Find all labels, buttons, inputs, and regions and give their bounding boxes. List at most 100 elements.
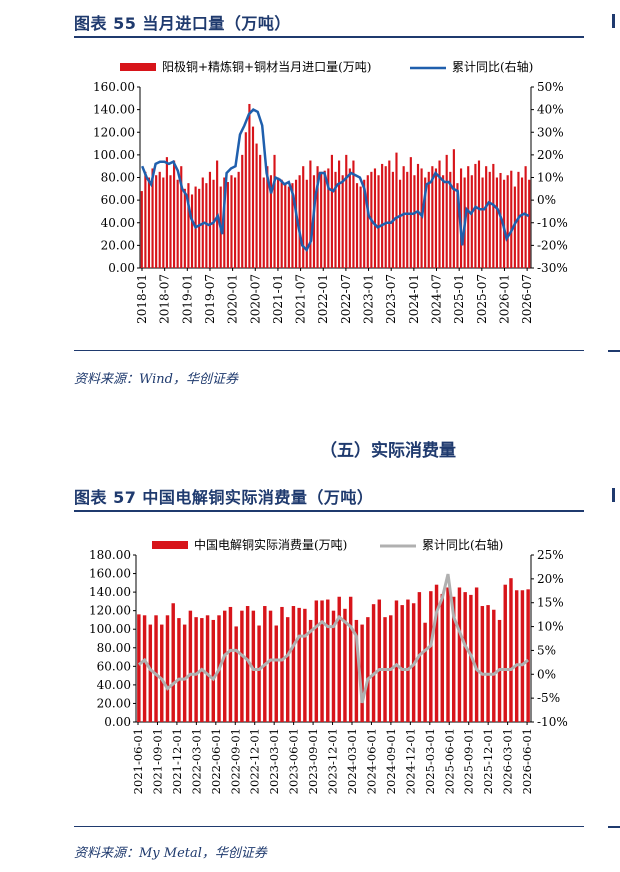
bar xyxy=(331,610,336,722)
y-tick-label-left: 0.00 xyxy=(104,715,131,729)
y-tick-label-left: 100.00 xyxy=(93,148,135,162)
x-tick-label: 2021-01 xyxy=(271,274,285,324)
bar xyxy=(291,183,294,268)
bar xyxy=(244,132,247,268)
bar xyxy=(285,617,290,722)
bar xyxy=(495,177,498,268)
bar xyxy=(434,584,439,722)
bar xyxy=(160,624,164,722)
bar xyxy=(354,619,359,722)
y-tick-label-left: 180.00 xyxy=(89,548,131,562)
y-tick-label-right: 15% xyxy=(537,596,564,610)
bar xyxy=(266,166,269,268)
bar xyxy=(155,175,158,268)
bar xyxy=(316,166,319,268)
bar xyxy=(228,606,233,722)
y-tick-label-right: -30% xyxy=(537,261,568,275)
bar xyxy=(173,160,176,268)
bar xyxy=(348,168,351,268)
bar xyxy=(514,590,519,722)
x-tick-label: 2021-07 xyxy=(294,274,308,324)
bar xyxy=(308,619,313,722)
bar xyxy=(337,596,341,722)
bar xyxy=(194,617,198,722)
x-tick-label: 2023-07 xyxy=(384,274,398,324)
bar xyxy=(406,171,409,268)
y-tick-label-right: 20% xyxy=(537,572,564,586)
bar xyxy=(400,605,404,722)
bar xyxy=(205,183,208,268)
legend-bar-label: 中国电解铜实际消费量(万吨) xyxy=(194,537,347,552)
bar xyxy=(284,183,287,268)
bar xyxy=(259,154,262,268)
bar xyxy=(169,175,172,268)
y-tick-label-left: 20.00 xyxy=(97,696,131,710)
figure-57-top-rule xyxy=(74,510,584,512)
bar xyxy=(320,171,323,268)
bar xyxy=(237,171,240,268)
x-tick-label: 2024-07 xyxy=(430,274,444,324)
figure-57-bottom-rule xyxy=(74,826,584,827)
bar xyxy=(470,175,473,268)
x-tick-label: 2020-07 xyxy=(248,274,262,324)
bar xyxy=(177,618,181,722)
y-tick-label-right: -20% xyxy=(537,238,568,252)
x-tick-label: 2022-09-01 xyxy=(228,728,242,794)
bar xyxy=(366,617,370,722)
bar xyxy=(223,177,226,268)
bar xyxy=(513,186,516,268)
bar xyxy=(190,194,194,268)
bar xyxy=(148,624,153,722)
bar xyxy=(395,152,398,268)
bar xyxy=(388,160,391,268)
bar xyxy=(182,624,187,722)
y-tick-label-right: 5% xyxy=(537,643,556,657)
bar xyxy=(338,160,341,268)
bar xyxy=(343,608,347,722)
bar xyxy=(384,166,387,268)
x-tick-label: 2021-12-01 xyxy=(170,728,184,794)
bar xyxy=(142,615,147,722)
y-tick-label-right: 10% xyxy=(537,171,564,185)
figure-57-title: 图表 57 中国电解铜实际消费量（万吨） xyxy=(74,488,374,507)
bar xyxy=(187,183,190,268)
bar xyxy=(488,171,491,268)
x-tick-label: 2023-12-01 xyxy=(326,728,340,794)
bar xyxy=(474,163,477,268)
y-tick-label-right: 20% xyxy=(537,148,564,162)
next-column-edge-mark xyxy=(612,488,615,502)
bar xyxy=(467,166,470,268)
bar xyxy=(406,599,410,722)
y-tick-label-right: -10% xyxy=(537,216,568,230)
bar xyxy=(429,591,433,722)
bar xyxy=(165,615,170,722)
x-tick-label: 2023-06-01 xyxy=(287,728,301,794)
x-tick-label: 2026-07 xyxy=(520,274,534,324)
bar xyxy=(352,160,355,268)
import-volume-chart: 0.00 20.00 40.00 60.00 80.00 100.00 120.00 140.… xyxy=(93,59,568,324)
x-tick-label: 2019-01 xyxy=(180,274,194,324)
bar xyxy=(223,610,227,722)
y-tick-label-right: 10% xyxy=(537,620,564,634)
x-tick-label: 2019-07 xyxy=(203,274,217,324)
bar xyxy=(438,160,441,268)
y-tick-label-left: 160.00 xyxy=(89,567,131,581)
bar xyxy=(510,170,513,268)
y-tick-label-left: 40.00 xyxy=(97,678,131,692)
bar xyxy=(248,103,251,268)
legend-line-label: 累计同比(右轴) xyxy=(422,537,503,552)
y-tick-label-right: 30% xyxy=(537,125,564,139)
bar xyxy=(287,186,290,268)
bar xyxy=(262,177,265,268)
bar xyxy=(147,177,151,268)
x-tick-label: 2026-06-01 xyxy=(520,728,534,794)
yoy-line xyxy=(141,108,530,253)
legend-line-label: 累计同比(右轴) xyxy=(452,59,533,74)
bar xyxy=(298,175,301,268)
bar xyxy=(208,171,212,268)
bar xyxy=(363,179,366,268)
x-tick-label: 2025-12-01 xyxy=(481,728,495,794)
x-tick-label: 2022-12-01 xyxy=(248,728,262,794)
bar xyxy=(274,625,278,722)
x-tick-label: 2026-03-01 xyxy=(501,728,515,794)
